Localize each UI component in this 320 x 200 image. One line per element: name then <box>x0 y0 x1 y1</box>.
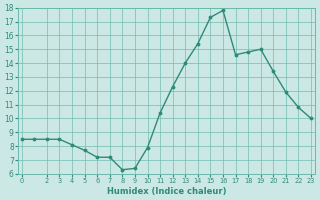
X-axis label: Humidex (Indice chaleur): Humidex (Indice chaleur) <box>107 187 226 196</box>
